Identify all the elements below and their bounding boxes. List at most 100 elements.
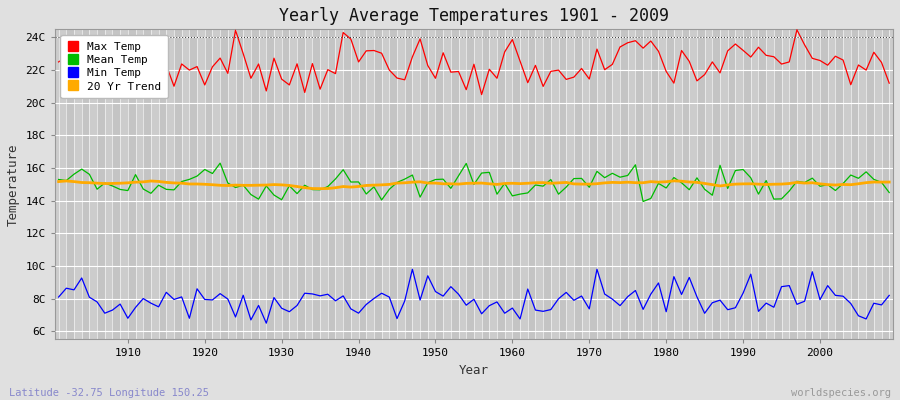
Bar bbox=[543, 29, 551, 340]
Bar bbox=[843, 29, 850, 340]
Bar bbox=[58, 29, 67, 340]
Bar bbox=[505, 29, 512, 340]
Bar bbox=[258, 29, 266, 340]
Bar bbox=[136, 29, 143, 340]
Bar bbox=[859, 29, 866, 340]
Bar bbox=[74, 29, 82, 340]
Bar bbox=[866, 29, 874, 340]
Bar bbox=[651, 29, 659, 340]
X-axis label: Year: Year bbox=[459, 364, 489, 377]
Bar bbox=[644, 29, 651, 340]
Bar bbox=[236, 29, 243, 340]
Bar bbox=[166, 29, 174, 340]
Bar bbox=[366, 29, 373, 340]
Bar bbox=[566, 29, 574, 340]
Bar bbox=[420, 29, 427, 340]
Bar bbox=[620, 29, 627, 340]
Bar bbox=[266, 29, 274, 340]
Bar bbox=[635, 29, 644, 340]
Bar bbox=[735, 29, 743, 340]
Bar bbox=[581, 29, 590, 340]
Bar bbox=[382, 29, 390, 340]
Bar bbox=[850, 29, 859, 340]
Bar bbox=[297, 29, 305, 340]
Bar bbox=[182, 29, 189, 340]
Bar bbox=[559, 29, 566, 340]
Bar bbox=[712, 29, 720, 340]
Bar bbox=[813, 29, 820, 340]
Bar bbox=[312, 29, 320, 340]
Text: worldspecies.org: worldspecies.org bbox=[791, 388, 891, 398]
Bar bbox=[397, 29, 405, 340]
Bar bbox=[128, 29, 136, 340]
Bar bbox=[597, 29, 605, 340]
Bar bbox=[474, 29, 482, 340]
Bar bbox=[490, 29, 497, 340]
Bar bbox=[835, 29, 843, 340]
Bar bbox=[728, 29, 735, 340]
Bar bbox=[689, 29, 697, 340]
Bar bbox=[305, 29, 312, 340]
Bar bbox=[220, 29, 228, 340]
Bar bbox=[666, 29, 674, 340]
Bar bbox=[374, 29, 382, 340]
Bar bbox=[458, 29, 466, 340]
Bar bbox=[881, 29, 889, 340]
Bar bbox=[151, 29, 158, 340]
Bar bbox=[612, 29, 620, 340]
Bar bbox=[751, 29, 759, 340]
Bar bbox=[482, 29, 490, 340]
Bar bbox=[428, 29, 436, 340]
Bar bbox=[274, 29, 282, 340]
Bar bbox=[89, 29, 97, 340]
Bar bbox=[143, 29, 151, 340]
Bar bbox=[874, 29, 881, 340]
Bar bbox=[120, 29, 128, 340]
Legend: Max Temp, Mean Temp, Min Temp, 20 Yr Trend: Max Temp, Mean Temp, Min Temp, 20 Yr Tre… bbox=[60, 35, 168, 98]
Bar bbox=[443, 29, 451, 340]
Bar bbox=[759, 29, 766, 340]
Bar bbox=[243, 29, 251, 340]
Bar bbox=[590, 29, 597, 340]
Bar bbox=[743, 29, 751, 340]
Bar bbox=[158, 29, 166, 340]
Bar bbox=[282, 29, 289, 340]
Bar bbox=[343, 29, 351, 340]
Bar bbox=[320, 29, 328, 340]
Bar bbox=[789, 29, 796, 340]
Bar bbox=[674, 29, 681, 340]
Bar bbox=[697, 29, 705, 340]
Title: Yearly Average Temperatures 1901 - 2009: Yearly Average Temperatures 1901 - 2009 bbox=[279, 7, 669, 25]
Bar bbox=[681, 29, 689, 340]
Bar bbox=[112, 29, 120, 340]
Bar bbox=[720, 29, 728, 340]
Bar bbox=[104, 29, 112, 340]
Bar bbox=[605, 29, 612, 340]
Bar bbox=[805, 29, 813, 340]
Bar bbox=[405, 29, 412, 340]
Bar bbox=[627, 29, 635, 340]
Bar bbox=[551, 29, 559, 340]
Bar bbox=[328, 29, 336, 340]
Bar bbox=[828, 29, 835, 340]
Bar bbox=[204, 29, 212, 340]
Bar bbox=[705, 29, 712, 340]
Bar bbox=[466, 29, 474, 340]
Bar bbox=[574, 29, 581, 340]
Bar bbox=[174, 29, 182, 340]
Bar bbox=[336, 29, 343, 340]
Bar bbox=[197, 29, 204, 340]
Bar bbox=[520, 29, 527, 340]
Bar bbox=[497, 29, 505, 340]
Bar bbox=[82, 29, 89, 340]
Y-axis label: Temperature: Temperature bbox=[7, 143, 20, 226]
Bar bbox=[781, 29, 789, 340]
Bar bbox=[796, 29, 805, 340]
Bar bbox=[251, 29, 258, 340]
Bar bbox=[390, 29, 397, 340]
Bar bbox=[659, 29, 666, 340]
Bar bbox=[358, 29, 366, 340]
Bar bbox=[97, 29, 104, 340]
Bar bbox=[536, 29, 543, 340]
Bar bbox=[774, 29, 781, 340]
